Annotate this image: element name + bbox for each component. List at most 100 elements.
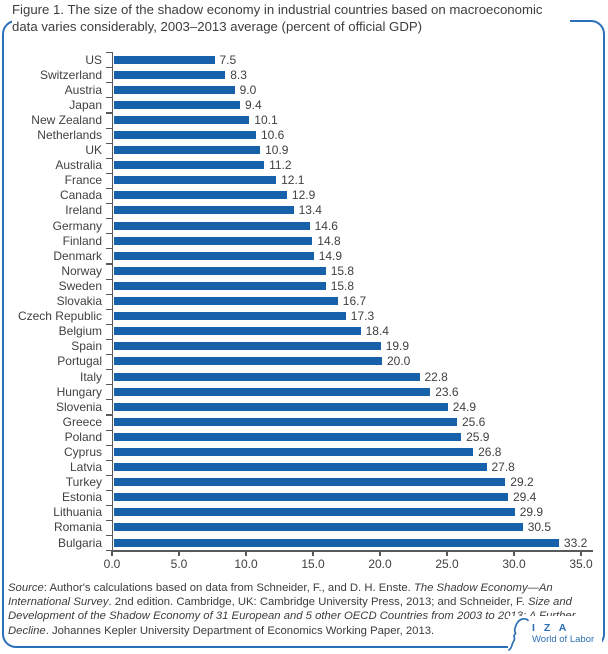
y-axis-tick: [106, 263, 112, 265]
category-label: Canada: [59, 188, 102, 203]
chart-row: New Zealand 10.1: [0, 112, 587, 127]
chart-row: Belgium 18.4: [0, 324, 587, 339]
y-axis-tick: [106, 323, 112, 325]
value-label: 12.9: [291, 188, 316, 203]
bar: [114, 131, 256, 140]
y-axis-tick: [106, 203, 112, 205]
chart-row: Bulgaria 33.2: [0, 535, 587, 550]
bar: [114, 478, 506, 487]
chart-row: Spain 19.9: [0, 339, 587, 354]
chart-row: Finland 14.8: [0, 233, 587, 248]
category-label: US: [85, 52, 102, 67]
category-label: Turkey: [65, 475, 102, 490]
bar: [114, 55, 215, 64]
chart-row: Norway 15.8: [0, 263, 587, 278]
value-label: 14.9: [318, 248, 343, 263]
value-label: 10.6: [261, 128, 285, 143]
category-label: UK: [85, 143, 102, 158]
category-label: Norway: [61, 263, 102, 278]
y-axis-tick: [106, 142, 112, 144]
bar: [114, 387, 431, 396]
category-label: Estonia: [61, 490, 102, 505]
y-axis-tick: [106, 82, 112, 84]
chart-row: Lithuania 29.9: [0, 505, 587, 520]
x-axis-tick: [245, 550, 247, 557]
y-axis-tick: [106, 293, 112, 295]
chart-row: Poland 25.9: [0, 429, 587, 444]
value-label: 27.8: [491, 460, 515, 475]
chart-row: Australia 11.2: [0, 158, 587, 173]
chart-row: Austria 9.0: [0, 82, 587, 97]
chart-row: Ireland 13.4: [0, 203, 587, 218]
value-label: 29.4: [513, 490, 537, 505]
value-label: 20.0: [387, 354, 411, 369]
y-axis-tick: [106, 550, 112, 552]
x-axis-tick: [178, 550, 180, 557]
chart-row: UK 10.9: [0, 143, 587, 158]
source-note: Source: Author's calculations based on d…: [8, 581, 580, 638]
chart-row: Slovakia 16.7: [0, 294, 587, 309]
category-label: Slovenia: [55, 399, 102, 414]
source-segment: : Author's calculations based on data fr…: [43, 582, 414, 594]
category-label: Portugal: [57, 354, 102, 369]
value-label: 29.9: [519, 505, 544, 520]
y-axis-tick: [106, 535, 112, 537]
chart-row: Latvia 27.8: [0, 460, 587, 475]
source-italic-segment: Source: [8, 582, 44, 594]
y-axis-tick: [106, 218, 112, 220]
chart-row: France 12.1: [0, 173, 587, 188]
bar: [114, 85, 235, 94]
bar: [114, 372, 420, 381]
value-label: 29.2: [510, 475, 534, 490]
category-label: Latvia: [69, 460, 102, 475]
bar: [114, 402, 448, 411]
chart-row: US 7.5: [0, 52, 587, 67]
category-label: Japan: [69, 97, 102, 112]
category-label: Greece: [62, 414, 102, 429]
bar: [114, 493, 508, 502]
bar: [114, 327, 361, 336]
category-label: Italy: [79, 369, 102, 384]
bar: [114, 70, 226, 79]
chart-row: Japan 9.4: [0, 97, 587, 112]
y-axis-tick: [106, 308, 112, 310]
value-label: 12.1: [281, 173, 305, 188]
y-axis-tick: [106, 369, 112, 371]
value-label: 14.8: [317, 233, 341, 248]
chart-row: Sweden 15.8: [0, 278, 587, 293]
x-axis-tick: [379, 550, 381, 557]
y-axis-tick: [106, 127, 112, 129]
value-label: 19.9: [385, 339, 410, 354]
bar: [114, 266, 326, 275]
value-label: 22.8: [424, 369, 448, 384]
value-label: 10.9: [265, 143, 289, 158]
x-axis-tick-label: 15.0: [301, 557, 325, 572]
y-axis-tick: [106, 414, 112, 416]
value-label: 23.6: [435, 384, 459, 399]
category-label: Cyprus: [63, 444, 102, 459]
category-label: Poland: [64, 429, 102, 444]
x-axis-tick: [580, 550, 582, 557]
y-axis-tick: [106, 52, 112, 54]
logo-tagline-label: World of Labor: [532, 634, 595, 646]
value-label: 9.4: [245, 97, 262, 112]
chart-row: Germany 14.6: [0, 218, 587, 233]
chart-rows: US 7.5 Switzerland 8.3 Austria 9.0 Japan 9.4 New…: [0, 52, 587, 550]
x-axis-tick-label: 0.0: [103, 557, 121, 572]
x-axis-ticks: 0.0 5.0 10.0 15.0 20.0 25.0 30.0 35.0: [0, 550, 608, 580]
figure-title: Figure 1. The size of the shadow economy…: [12, 2, 570, 37]
source-segment: . 2nd edition. Cambridge, UK: Cambridge …: [108, 596, 528, 609]
x-axis-line: [112, 550, 593, 552]
value-label: 25.9: [466, 429, 490, 444]
value-label: 9.0: [239, 82, 257, 97]
x-axis-tick-label: 35.0: [569, 557, 593, 572]
x-axis-tick-label: 20.0: [368, 557, 392, 572]
y-axis-tick: [106, 67, 112, 69]
chart-row: Portugal 20.0: [0, 354, 587, 369]
chart-row: Italy 22.8: [0, 369, 587, 384]
category-label: Australia: [55, 158, 102, 173]
x-axis-tick: [446, 550, 448, 557]
value-label: 15.8: [330, 278, 355, 293]
category-label: Finland: [62, 233, 102, 248]
bar: [114, 538, 559, 547]
